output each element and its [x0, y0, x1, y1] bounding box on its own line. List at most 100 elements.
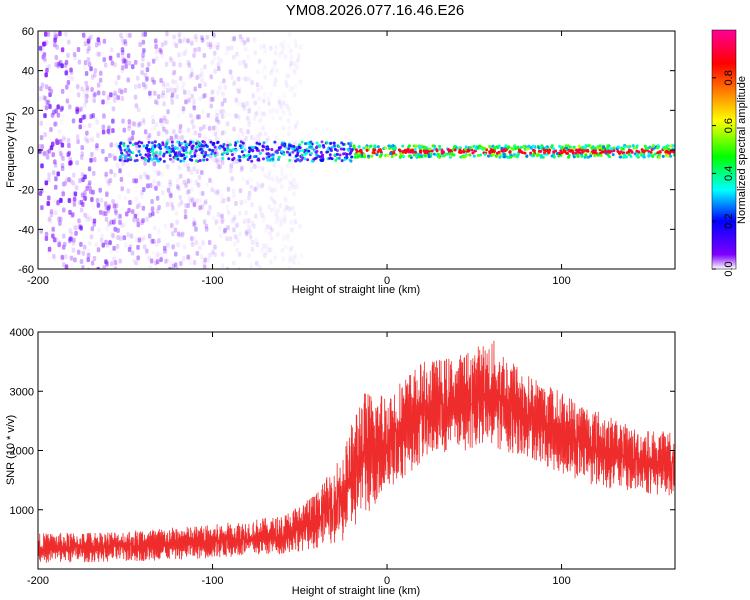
spectrogram-cell: [137, 149, 141, 153]
spectrogram-cell: [292, 92, 297, 98]
spectrogram-cell: [174, 43, 179, 49]
spectrogram-cell: [672, 150, 675, 154]
spectrogram-cell: [94, 242, 99, 248]
spectrogram-cell: [119, 155, 123, 159]
spectrogram-cell: [154, 122, 159, 128]
spectrogram-cell: [76, 249, 81, 255]
snr-y-tick-label: 4000: [10, 327, 34, 339]
spectrogram-cell: [191, 144, 195, 148]
spectrogram-cell: [201, 259, 206, 265]
spectrogram-cell: [282, 236, 286, 242]
snr-x-tick-label: 100: [552, 575, 570, 587]
spectrogram-cell: [221, 145, 225, 149]
spectrogram-cell: [134, 178, 139, 184]
spectrogram-cell: [258, 151, 262, 155]
spectrogram-cell: [114, 214, 119, 220]
spectrogram-cell: [151, 147, 155, 151]
spectrogram-cell: [207, 239, 212, 245]
spectrogram-cell: [122, 235, 127, 241]
spectrogram-cell: [542, 148, 546, 152]
spectrogram-cell: [145, 174, 149, 180]
spectrogram-cell: [391, 147, 395, 151]
spectrogram-cell: [189, 149, 193, 153]
spectrogram-cell: [284, 79, 288, 85]
spectrogram-cell: [550, 144, 554, 148]
spectrogram-cell: [49, 218, 53, 224]
spectrogram-cell: [113, 226, 117, 232]
spectrogram-cell: [240, 165, 244, 171]
spectrogram-cell: [135, 154, 139, 158]
spectrogram-cell: [347, 148, 351, 152]
spectrogram-cell: [284, 204, 289, 210]
spectrogram-cell: [200, 204, 205, 210]
spectrogram-cell: [212, 50, 217, 56]
spectrogram-cell: [72, 52, 77, 58]
spectrogram-cell: [287, 125, 291, 131]
spectrogram-cell: [552, 147, 556, 151]
spectrogram-cell: [359, 148, 363, 152]
spectrogram-cell: [237, 114, 241, 120]
spectrogram-cell: [337, 145, 341, 149]
spectrogram-cell: [279, 217, 283, 223]
spectrogram-cell: [177, 202, 181, 208]
spectrogram-cell: [131, 120, 135, 126]
spectrogram-cell: [282, 93, 287, 99]
spectrogram-cell: [203, 257, 207, 263]
spectrogram-cell: [669, 154, 673, 158]
spectrogram-cell: [581, 145, 585, 149]
spectrogram-cell: [108, 177, 113, 183]
spectrogram-cell: [162, 152, 166, 156]
spectrogram-cell: [235, 247, 240, 253]
spectrogram-cell: [284, 100, 289, 106]
spectrogram-cell: [211, 96, 216, 102]
spectrogram-cell: [292, 177, 296, 183]
spectrogram-cell: [221, 91, 225, 97]
spectrogram-cell: [360, 151, 364, 155]
spectrogram-cell: [92, 170, 96, 176]
spectrogram-cell: [238, 84, 242, 90]
spectrogram-cell: [288, 257, 292, 263]
spectrogram-cell: [303, 157, 307, 161]
spectrogram-cell: [243, 63, 248, 69]
spectrogram-cell: [422, 145, 426, 149]
spectrogram-cell: [59, 216, 63, 222]
spectrogram-cell: [577, 144, 581, 148]
spectrogram-cell: [552, 155, 556, 159]
spectrogram-cell: [127, 207, 131, 213]
spectrogram-cell: [127, 126, 131, 132]
spectrogram-cell: [265, 147, 269, 151]
spectrogram-cell: [571, 151, 575, 155]
spectrogram-cell: [284, 146, 288, 150]
spectrogram-cell: [40, 205, 44, 211]
spectrogram-cell: [51, 233, 55, 239]
spectrogram-cell: [87, 166, 92, 172]
spectrogram-cell: [250, 159, 254, 163]
spectrogram-cell: [165, 258, 170, 264]
spectrogram-cell: [275, 149, 279, 153]
spectrogram-cell: [268, 225, 273, 231]
spectrogram-cell: [169, 135, 174, 141]
spectrogram-cell: [211, 125, 216, 131]
spectrogram-cell: [213, 145, 217, 149]
spectrogram-cell: [370, 154, 374, 158]
spectrogram-cell: [119, 148, 123, 152]
spectrogram-cell: [623, 144, 627, 148]
spectrogram-cell: [282, 143, 286, 147]
spectrogram-cell: [160, 171, 164, 177]
spectrogram-cell: [164, 129, 169, 135]
spectrogram-cell: [432, 152, 436, 156]
spectrogram-cell: [125, 159, 129, 163]
spectrogram-cell: [186, 127, 191, 133]
spectrogram-cell: [163, 223, 168, 229]
spectrogram-cell: [83, 212, 87, 218]
spectrogram-cell: [529, 146, 533, 150]
spectrogram-cell: [186, 38, 190, 44]
spectrogram-cell: [186, 203, 191, 209]
spectrogram-cell: [170, 99, 175, 105]
spectrogram-cell: [168, 56, 173, 62]
spectrogram-cell: [483, 152, 487, 156]
spectrogram-x-tick-label: 100: [552, 275, 570, 287]
spectrogram-cell: [38, 96, 43, 102]
spectrogram-cell: [357, 145, 361, 149]
spectrogram-cell: [148, 182, 153, 188]
